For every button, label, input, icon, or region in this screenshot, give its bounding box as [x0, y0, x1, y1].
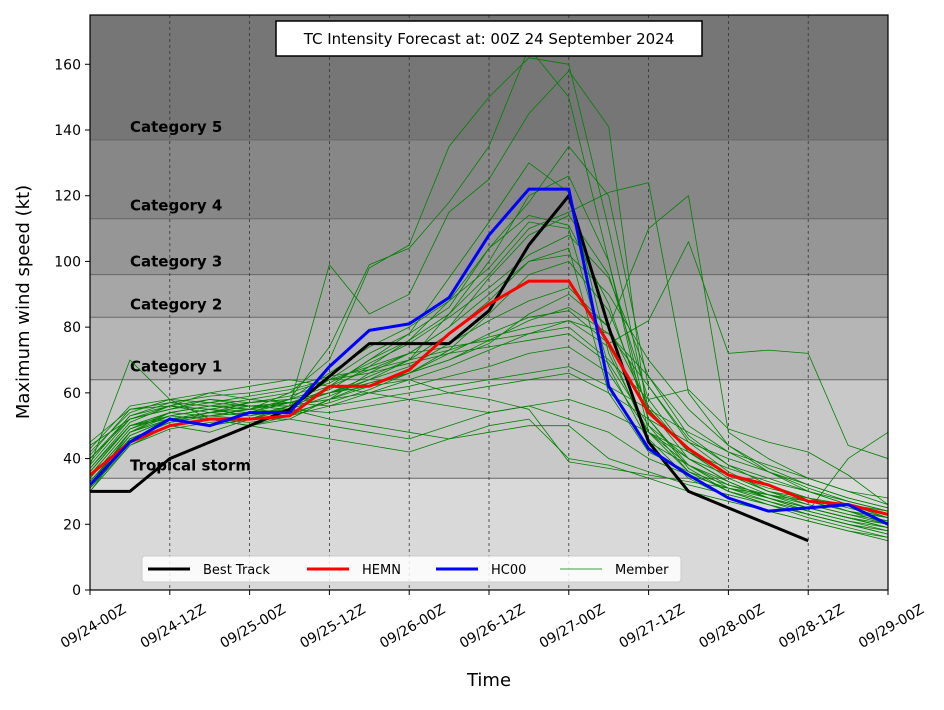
member-series [90, 47, 888, 542]
band-label-5: Category 4 [130, 197, 222, 215]
y-tick-label-6: 120 [54, 189, 81, 205]
member-line-27 [90, 346, 888, 528]
x-axis-title: Time [466, 670, 511, 691]
x-tick-label-9: 09/28-12Z [776, 602, 847, 652]
member-line-7 [90, 182, 888, 519]
x-tick-label-7: 09/27-12Z [617, 602, 688, 652]
chart-title-box: TC Intensity Forecast at: 00Z 24 Septemb… [275, 20, 703, 57]
band-label-3: Category 2 [130, 295, 222, 313]
legend-label-1: HEMN [362, 563, 401, 578]
member-line-26 [90, 215, 888, 535]
x-tick-label-10: 09/29-00Z [856, 602, 927, 652]
y-axis-title: Maximum wind speed (kt) [13, 185, 34, 419]
band-4 [90, 218, 888, 275]
series-line-hc00 [90, 187, 888, 526]
legend-label-2: HC00 [491, 563, 526, 578]
series-line-best-track [90, 194, 809, 543]
y-tick-label-4: 80 [63, 320, 81, 336]
intensity-band-labels: Tropical storm Category 1 Category 2 Catego… [130, 118, 251, 474]
y-tick-label-8: 160 [54, 57, 81, 73]
member-line-28 [90, 379, 888, 519]
legend-label-0: Best Track [203, 563, 270, 578]
x-tick-label-6: 09/27-00Z [537, 602, 608, 652]
main-series [90, 187, 888, 543]
chart-title-frame [275, 20, 703, 57]
y-tick-label-2: 40 [63, 452, 81, 468]
chart-title: TC Intensity Forecast at: 00Z 24 Septemb… [303, 30, 675, 48]
member-line-25 [90, 307, 888, 512]
y-tick-label-1: 20 [63, 517, 81, 533]
member-line-19 [90, 234, 888, 519]
x-tick-label-1: 09/24-12Z [138, 602, 209, 652]
x-tick-label-8: 09/28-00Z [696, 602, 767, 652]
x-tick-label-0: 09/24-00Z [58, 602, 129, 652]
legend-frame [141, 555, 682, 583]
legend-label-3: Member [615, 563, 669, 578]
band-label-6: Category 5 [130, 118, 222, 136]
band-label-1: Tropical storm [130, 456, 251, 474]
member-line-29 [90, 293, 888, 515]
member-line-22 [90, 175, 888, 535]
x-tick-label-4: 09/26-00Z [377, 602, 448, 652]
y-tick-label-5: 100 [54, 254, 81, 270]
y-tick-label-7: 140 [54, 123, 81, 139]
x-tick-label-2: 09/25-00Z [218, 602, 289, 652]
x-tick-label-5: 09/26-12Z [457, 602, 528, 652]
y-axis: 0 20 40 60 80 100 120 140 160 [54, 57, 90, 599]
band-label-2: Category 1 [130, 358, 222, 376]
member-line-8 [90, 195, 888, 505]
y-tick-label-0: 0 [72, 583, 81, 599]
x-axis: 09/24-00Z 09/24-12Z 09/25-00Z 09/25-12Z 09/2… [58, 590, 927, 652]
series-line-hemn [90, 279, 888, 516]
member-line-15 [90, 405, 888, 532]
legend: Best Track HEMN HC00 Member [141, 555, 682, 583]
y-tick-label-3: 60 [63, 386, 81, 402]
band-label-4: Category 3 [130, 253, 222, 271]
member-line-17 [90, 320, 888, 512]
x-tick-label-3: 09/25-12Z [297, 602, 368, 652]
member-line-18 [90, 254, 888, 509]
